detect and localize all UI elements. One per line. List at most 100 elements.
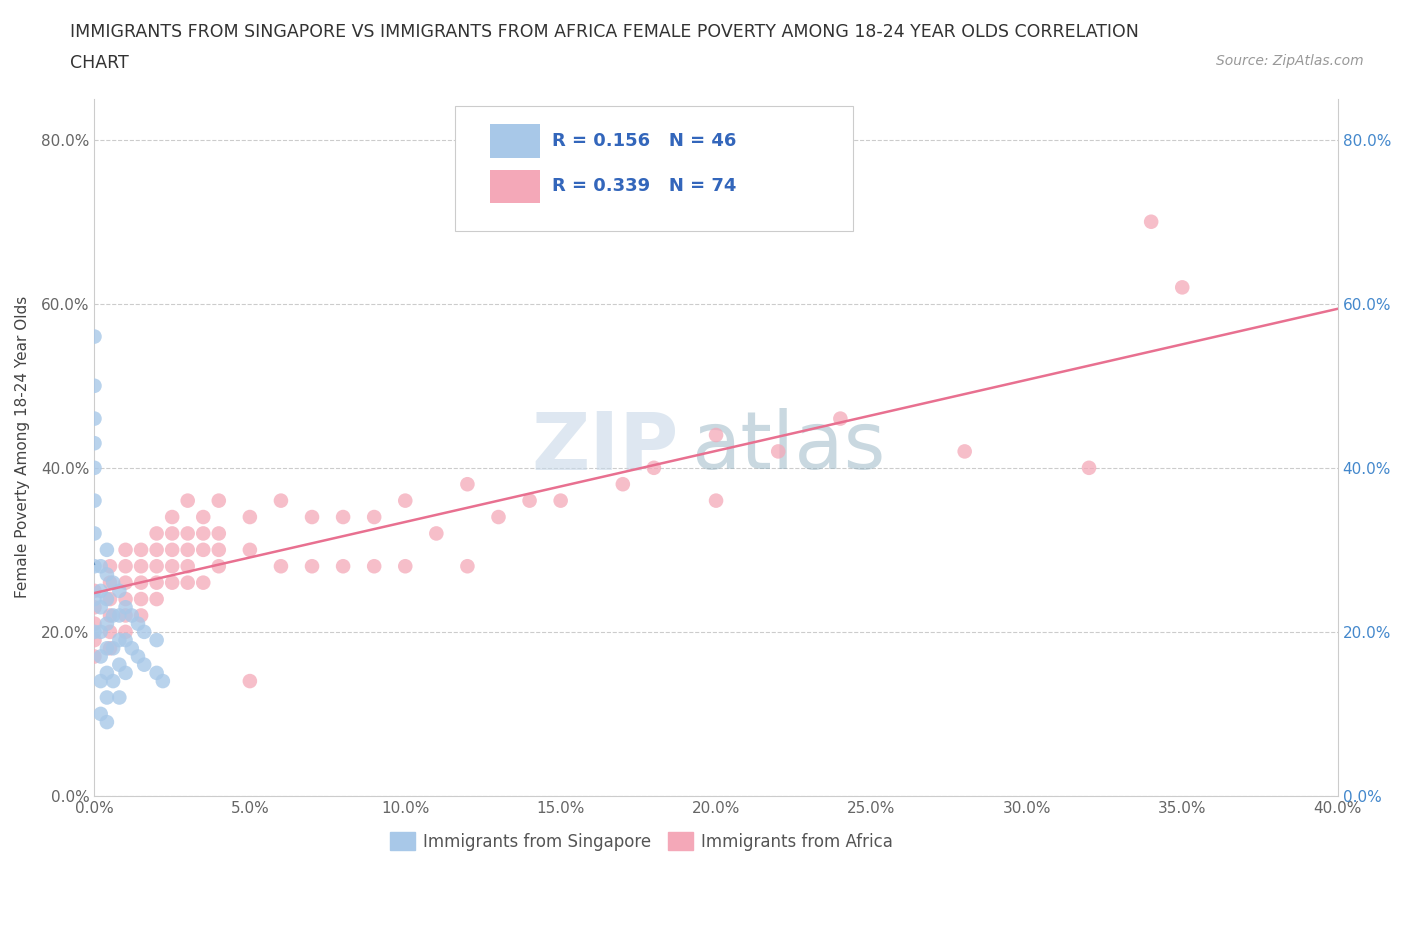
Point: [114, 608, 136, 623]
Point: [96, 617, 118, 631]
Point: [83, 379, 105, 393]
Point: [90, 649, 112, 664]
Point: [145, 591, 167, 606]
Text: R = 0.339   N = 74: R = 0.339 N = 74: [553, 177, 737, 195]
Point: [83, 649, 105, 664]
Point: [108, 608, 131, 623]
Point: [1140, 214, 1163, 229]
Point: [332, 559, 354, 574]
Point: [363, 559, 385, 574]
Point: [96, 591, 118, 606]
Point: [101, 608, 124, 623]
Point: [394, 559, 416, 574]
Text: R = 0.156   N = 46: R = 0.156 N = 46: [553, 131, 737, 150]
Point: [114, 591, 136, 606]
Point: [101, 641, 124, 656]
Point: [145, 559, 167, 574]
Point: [145, 576, 167, 591]
Point: [90, 673, 112, 688]
Point: [177, 576, 200, 591]
Point: [83, 591, 105, 606]
Point: [643, 460, 665, 475]
Point: [766, 444, 789, 458]
Point: [177, 559, 200, 574]
Text: ZIP: ZIP: [531, 408, 679, 486]
Point: [83, 526, 105, 541]
Point: [114, 666, 136, 681]
Point: [488, 510, 510, 525]
Point: [193, 510, 215, 525]
Point: [121, 608, 143, 623]
Point: [1078, 460, 1101, 475]
Point: [90, 559, 112, 574]
Point: [129, 576, 152, 591]
Point: [208, 526, 231, 541]
Point: [160, 542, 183, 557]
Point: [83, 600, 105, 615]
Point: [145, 666, 167, 681]
Point: [108, 690, 131, 705]
Point: [98, 641, 121, 656]
Point: [134, 624, 156, 639]
Point: [98, 591, 121, 606]
Point: [953, 444, 976, 458]
Point: [127, 649, 149, 664]
Point: [121, 641, 143, 656]
Point: [208, 559, 231, 574]
Point: [456, 477, 478, 492]
Point: [830, 411, 852, 426]
Point: [456, 559, 478, 574]
Point: [145, 632, 167, 647]
Point: [145, 526, 167, 541]
Point: [177, 526, 200, 541]
Point: [98, 624, 121, 639]
Legend: Immigrants from Singapore, Immigrants from Africa: Immigrants from Singapore, Immigrants fr…: [382, 826, 900, 857]
Point: [114, 600, 136, 615]
Point: [114, 542, 136, 557]
Point: [108, 658, 131, 672]
Point: [108, 632, 131, 647]
Point: [96, 690, 118, 705]
Point: [550, 493, 572, 508]
Point: [90, 583, 112, 598]
Point: [177, 542, 200, 557]
Point: [363, 510, 385, 525]
Point: [96, 666, 118, 681]
Point: [83, 617, 105, 631]
Point: [83, 559, 105, 574]
Text: IMMIGRANTS FROM SINGAPORE VS IMMIGRANTS FROM AFRICA FEMALE POVERTY AMONG 18-24 Y: IMMIGRANTS FROM SINGAPORE VS IMMIGRANTS …: [70, 23, 1139, 41]
Point: [301, 559, 323, 574]
Point: [612, 477, 634, 492]
Point: [193, 542, 215, 557]
Point: [101, 576, 124, 591]
Point: [239, 542, 262, 557]
Point: [114, 632, 136, 647]
Point: [519, 493, 541, 508]
Point: [394, 493, 416, 508]
Point: [425, 526, 447, 541]
Point: [96, 542, 118, 557]
Point: [98, 576, 121, 591]
Point: [83, 411, 105, 426]
Point: [98, 559, 121, 574]
Point: [83, 493, 105, 508]
Point: [145, 542, 167, 557]
Point: [98, 608, 121, 623]
Text: Source: ZipAtlas.com: Source: ZipAtlas.com: [1216, 54, 1364, 68]
Point: [129, 542, 152, 557]
Point: [96, 567, 118, 582]
Point: [96, 641, 118, 656]
Point: [177, 493, 200, 508]
Point: [134, 658, 156, 672]
Point: [101, 673, 124, 688]
Point: [301, 510, 323, 525]
Point: [152, 673, 174, 688]
Point: [160, 510, 183, 525]
Point: [96, 714, 118, 729]
FancyBboxPatch shape: [489, 170, 540, 204]
Point: [208, 542, 231, 557]
Point: [83, 460, 105, 475]
Point: [83, 624, 105, 639]
Point: [160, 576, 183, 591]
Point: [270, 493, 292, 508]
